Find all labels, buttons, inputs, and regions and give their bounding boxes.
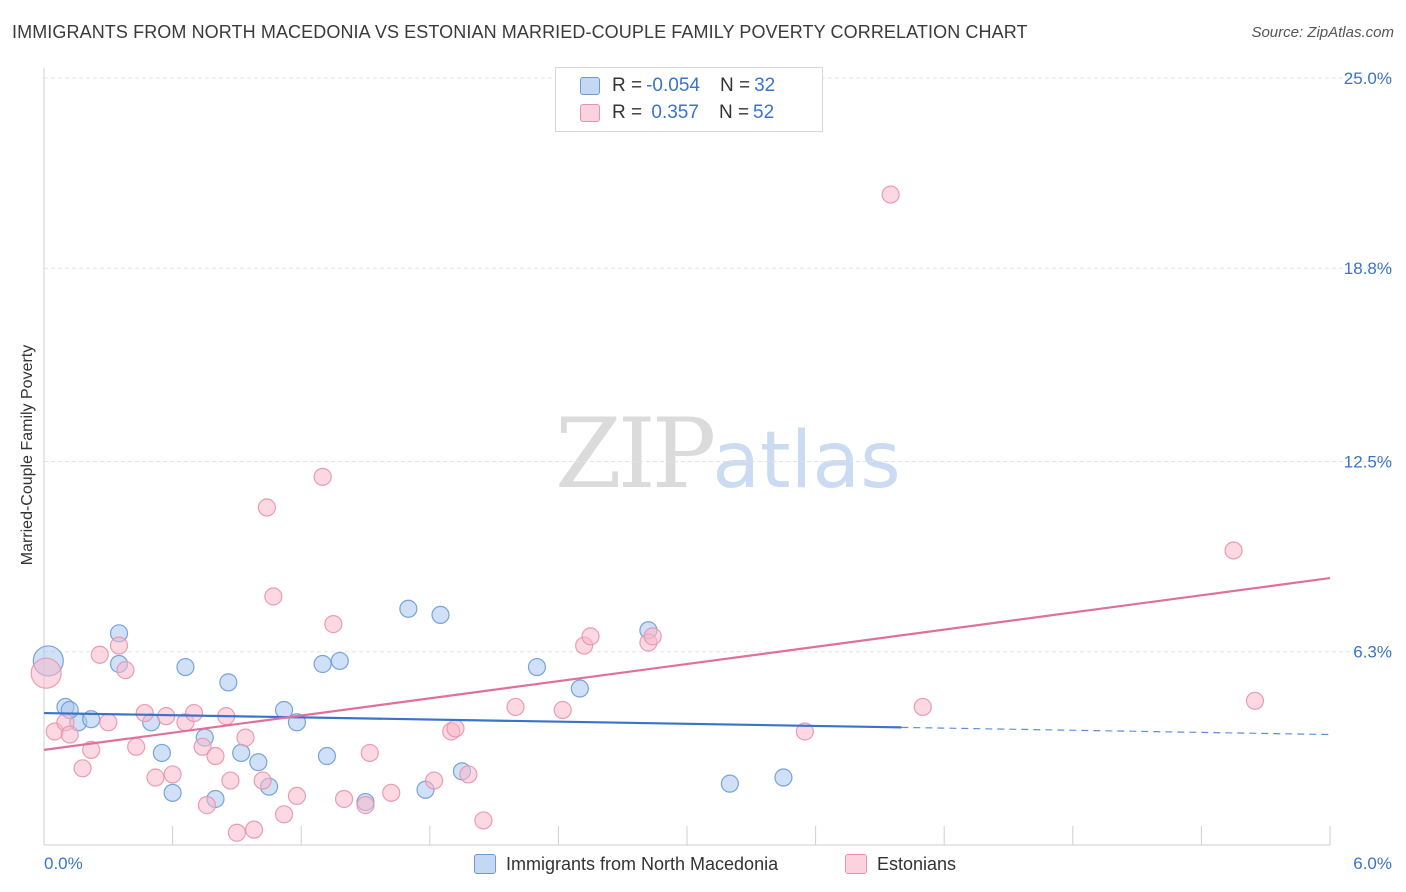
data-point-pink	[553, 700, 572, 720]
data-points	[30, 185, 1265, 842]
legend-n-value: 32	[754, 75, 776, 96]
legend-n-label: N =	[718, 102, 750, 123]
series-name-pink: Estonians	[877, 853, 957, 874]
y-tick-label: 18.8%	[1344, 259, 1392, 278]
legend-r-value: -0.054	[646, 75, 700, 96]
data-point-pink	[82, 740, 101, 759]
data-point-pink	[795, 722, 814, 741]
data-point-pink	[197, 796, 216, 815]
watermark-zip: ZIP	[555, 398, 716, 510]
data-point-pink	[60, 725, 79, 744]
data-point-pink	[581, 627, 600, 646]
data-point-pink	[99, 713, 118, 732]
data-point-blue	[399, 599, 418, 618]
trend-line-pink	[43, 576, 1331, 751]
data-point-blue	[176, 657, 195, 677]
data-point-pink	[446, 719, 465, 738]
data-point-pink	[73, 759, 92, 778]
series-swatch-blue	[474, 854, 496, 874]
legend-row-blue: R = -0.054 N = 32	[580, 74, 775, 98]
data-point-pink	[146, 768, 165, 787]
chart-title: IMMIGRANTS FROM NORTH MACEDONIA VS ESTON…	[12, 22, 1028, 42]
data-point-pink	[221, 771, 240, 790]
data-point-blue	[163, 783, 182, 802]
series-name-blue: Immigrants from North Macedonia	[506, 853, 779, 874]
data-point-pink	[109, 636, 129, 655]
legend-r-value: 0.357	[646, 102, 699, 123]
watermark: ZIPatlas	[555, 398, 901, 510]
legend-swatch-blue	[580, 77, 600, 95]
data-point-pink	[313, 467, 332, 486]
data-point-blue	[570, 679, 589, 698]
data-point-blue	[527, 657, 547, 677]
data-point-pink	[1224, 541, 1243, 560]
source-label: Source: ZipAtlas.com	[1251, 24, 1394, 41]
legend-row-pink: R = 0.357 N = 52	[580, 101, 774, 125]
data-point-pink	[334, 789, 354, 809]
tick-labels: 6.3% 12.5% 18.8% 25.0% 0.0% 6.0%	[44, 69, 1392, 873]
trend-line-blue	[43, 711, 902, 729]
data-point-pink	[274, 805, 294, 824]
data-point-pink	[264, 587, 283, 606]
data-point-pink	[1245, 691, 1265, 710]
data-point-pink	[206, 746, 225, 766]
data-point-blue	[152, 743, 171, 763]
y-tick-label: 12.5%	[1344, 453, 1392, 472]
data-point-blue	[232, 743, 251, 763]
data-point-blue	[431, 605, 450, 625]
legend-n-label: N =	[719, 75, 751, 96]
correlation-legend: R = -0.054 N = 32 R = 0.357 N = 52	[555, 67, 823, 132]
data-point-pink	[382, 783, 401, 802]
data-point-pink	[253, 771, 272, 790]
trend-lines	[43, 576, 1331, 751]
x-tick-label: 0.0%	[44, 854, 83, 873]
data-point-pink	[116, 661, 135, 680]
data-point-pink	[643, 627, 662, 646]
legend-swatch-pink	[580, 104, 600, 122]
data-point-pink	[90, 645, 109, 664]
data-point-blue	[219, 673, 238, 692]
axes	[43, 68, 1331, 846]
data-point-pink	[459, 765, 478, 784]
watermark-atlas: atlas	[712, 416, 901, 506]
data-point-pink	[881, 185, 900, 204]
data-point-pink	[244, 820, 264, 839]
data-point-pink	[193, 737, 212, 756]
series-legend-pink: Estonians	[845, 852, 956, 876]
y-tick-label: 6.3%	[1353, 643, 1392, 662]
legend-r-label: R =	[612, 102, 643, 123]
data-point-pink	[506, 697, 525, 717]
trend-line-blue-dashed	[901, 726, 1331, 736]
data-point-pink	[135, 703, 154, 723]
data-point-pink	[287, 786, 307, 806]
x-tick-label: 6.0%	[1353, 854, 1392, 873]
data-point-pink	[30, 657, 62, 689]
data-point-blue	[313, 654, 332, 674]
data-point-blue	[774, 768, 793, 787]
data-point-pink	[236, 728, 255, 747]
series-legend-blue: Immigrants from North Macedonia	[474, 852, 778, 876]
data-point-pink	[227, 823, 246, 842]
data-point-pink	[424, 771, 444, 790]
data-point-pink	[184, 703, 204, 723]
legend-n-value: 52	[753, 102, 775, 123]
series-swatch-pink	[845, 854, 867, 874]
legend-r-label: R =	[612, 75, 643, 96]
y-tick-label: 25.0%	[1344, 69, 1392, 88]
data-point-pink	[324, 615, 343, 634]
data-point-blue	[330, 651, 349, 671]
data-point-blue	[249, 753, 268, 772]
data-point-pink	[163, 765, 182, 784]
data-point-pink	[913, 697, 932, 717]
data-point-pink	[257, 498, 277, 517]
data-point-pink	[356, 796, 375, 815]
data-point-pink	[127, 737, 146, 756]
data-point-blue	[720, 774, 739, 793]
grid-lines	[44, 77, 1392, 653]
data-point-pink	[474, 811, 493, 830]
data-point-blue	[317, 746, 337, 766]
data-point-pink	[360, 743, 379, 763]
